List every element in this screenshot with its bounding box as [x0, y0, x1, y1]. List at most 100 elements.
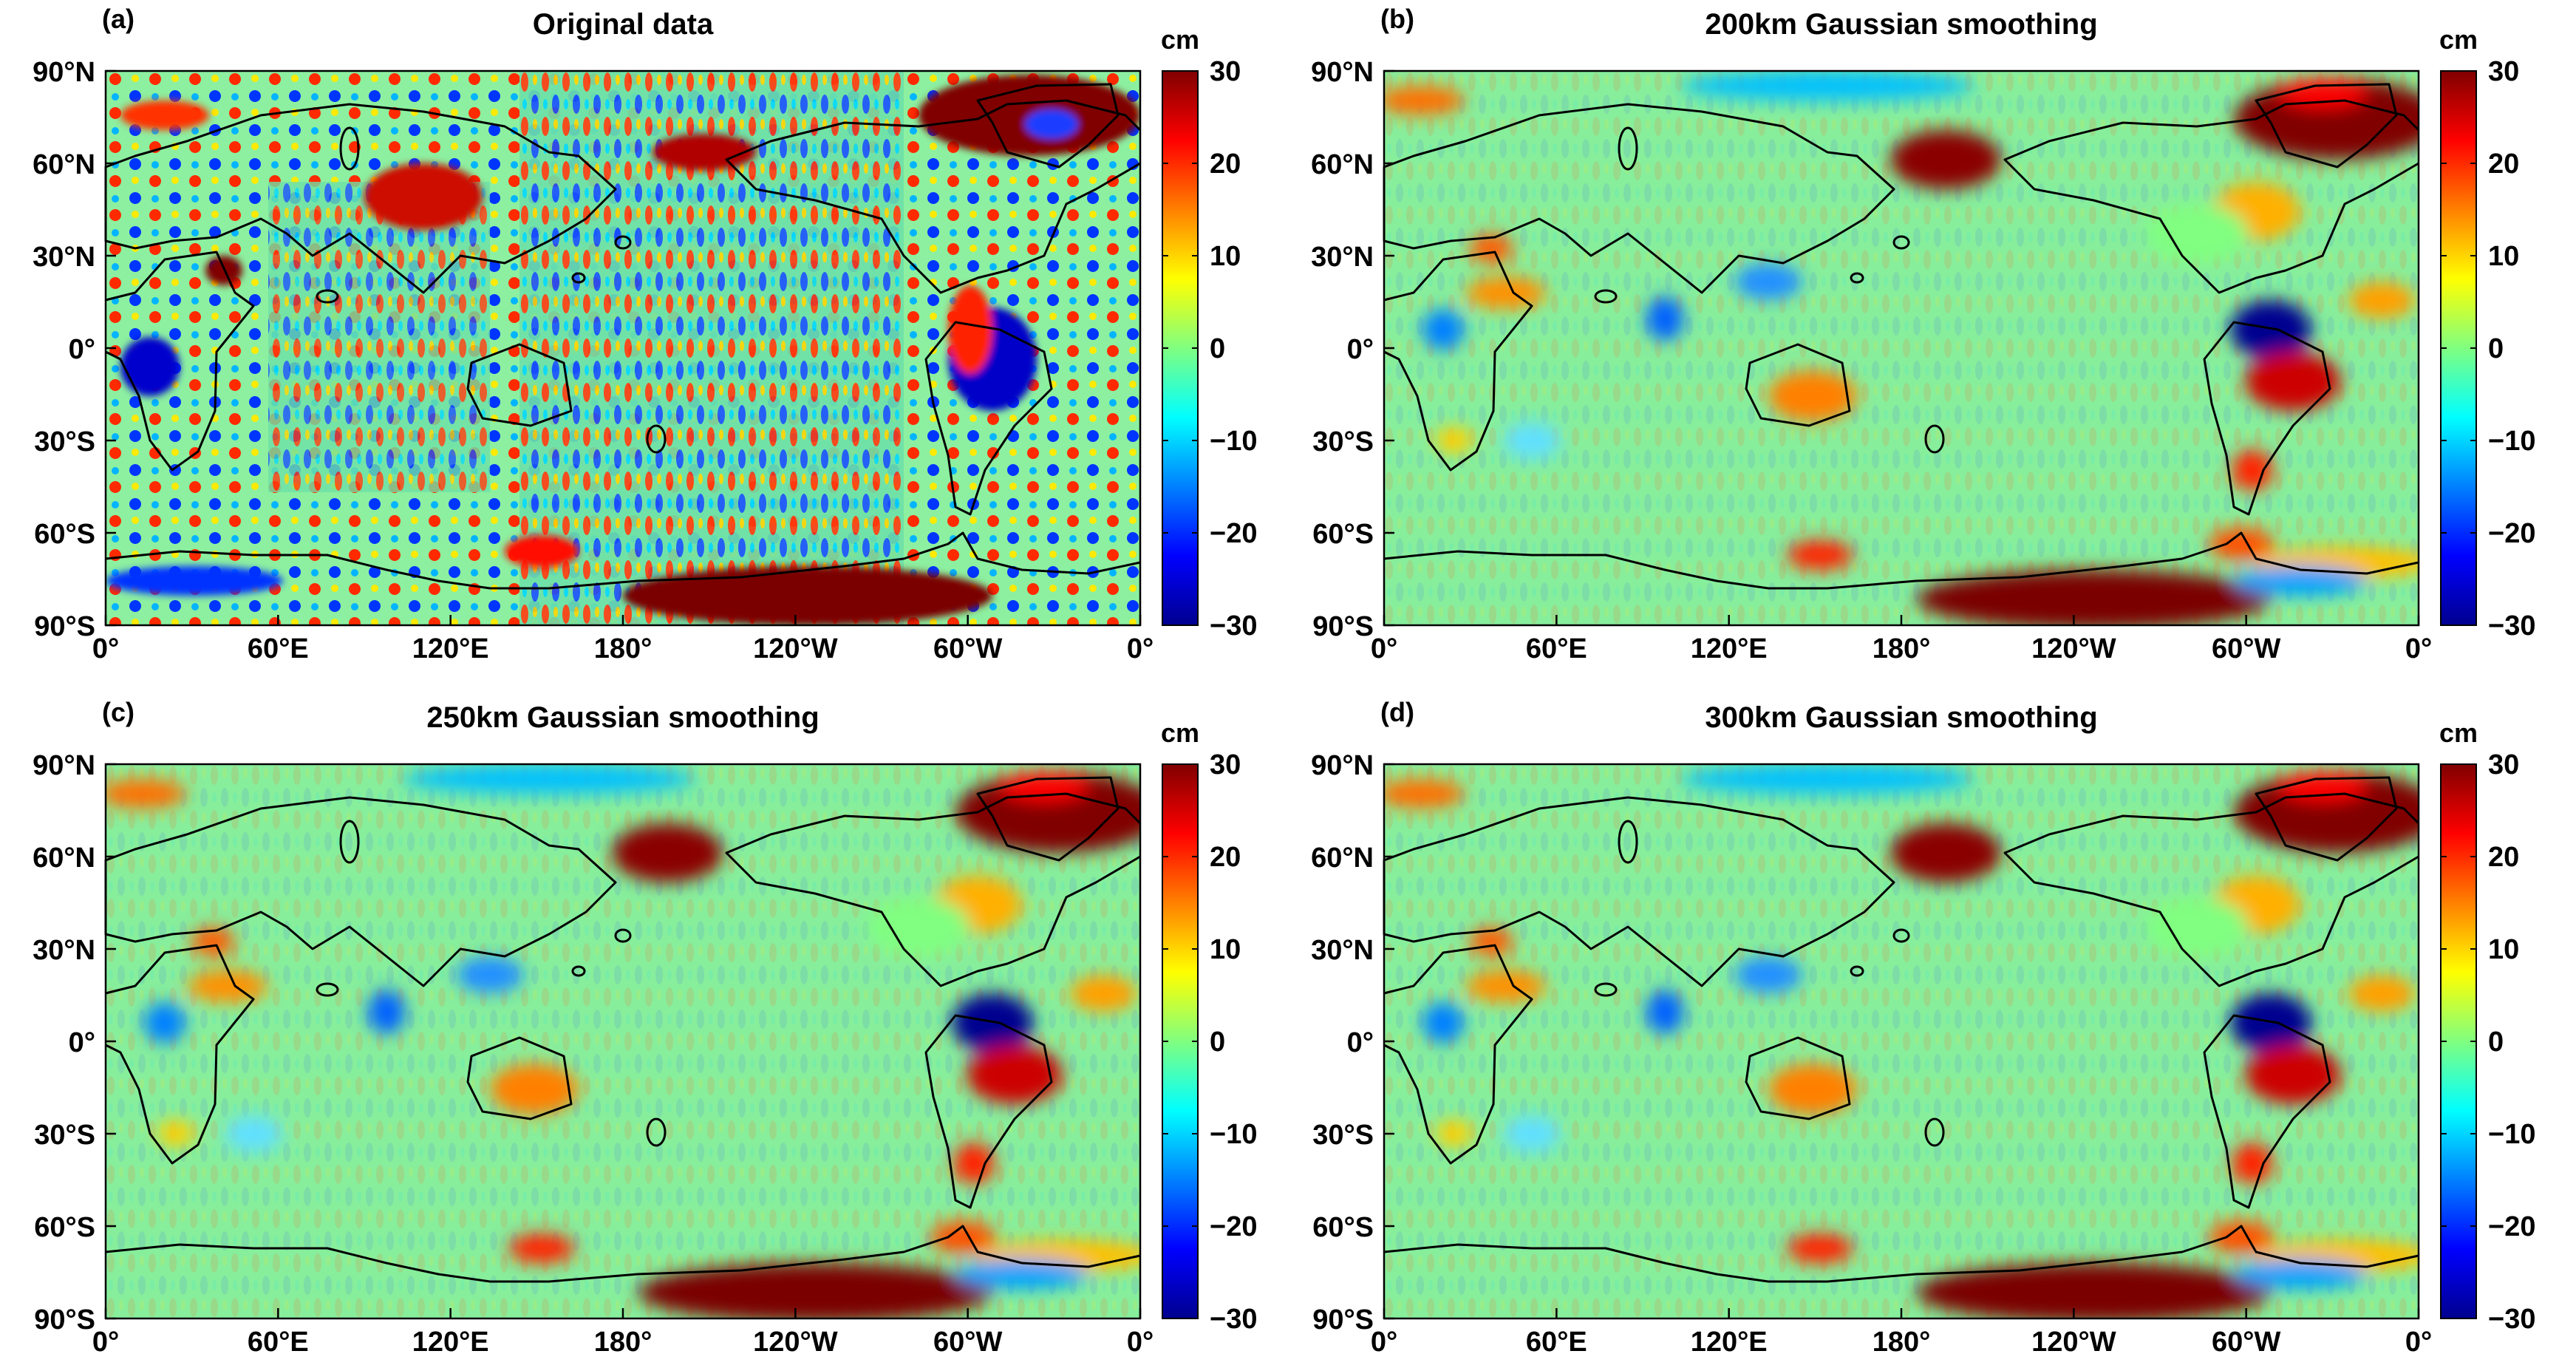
lat-tick-label: 30°N — [1311, 242, 1374, 273]
colorbar-tick-label: 20 — [1210, 842, 1241, 873]
lat-tick-label: 30°S — [1312, 426, 1374, 457]
lat-tick-label: 90°N — [1311, 57, 1374, 88]
lat-tick-label: 30°S — [1312, 1120, 1374, 1151]
colorbar-tick-label: 10 — [1210, 241, 1241, 272]
lon-tick-label: 60°W — [933, 633, 1002, 664]
colorbar-tick-label: 30 — [2488, 56, 2519, 87]
lat-tick-label: 60°S — [1312, 519, 1374, 550]
lon-tick-label: 120°W — [753, 1327, 838, 1358]
lat-tick-label: 90°N — [33, 57, 95, 88]
colorbar-tick-label: −20 — [2488, 1211, 2535, 1242]
panel-title: 250km Gaussian smoothing — [426, 701, 819, 734]
colorbar-tick-label: 0 — [2488, 333, 2504, 364]
lat-tick-label: 30°N — [1311, 935, 1374, 966]
colorbar-tick-label: −20 — [1210, 518, 1257, 549]
lon-tick-label: 0° — [2405, 633, 2432, 664]
colorbar-unit: cm — [2439, 24, 2478, 55]
lon-tick-label: 0° — [1127, 633, 1154, 664]
lat-tick-label: 60°S — [34, 1212, 95, 1243]
lon-tick-label: 120°E — [412, 633, 489, 664]
map-panel-d: (d) 300km Gaussian smoothing 90°N 60°N 30°N 0… — [1311, 697, 2535, 1358]
anomaly-field — [1384, 71, 2419, 625]
lat-tick-label: 90°S — [1312, 1304, 1374, 1335]
colorbar-tick-label: 10 — [1210, 934, 1241, 965]
lon-tick-label: 60°E — [248, 1327, 309, 1358]
lon-tick-label: 60°E — [1526, 1327, 1587, 1358]
colorbar-unit: cm — [1161, 24, 1199, 55]
colorbar: cm 30 20 10 0 −10 −20 −30 — [2439, 24, 2535, 642]
lon-tick-label: 60°W — [2212, 1327, 2280, 1358]
lon-tick-label: 60°W — [2212, 633, 2280, 664]
colorbar-tick-label: −30 — [1210, 1304, 1257, 1335]
lat-tick-label: 60°S — [1312, 1212, 1374, 1243]
lon-tick-label: 60°E — [1526, 633, 1587, 664]
lat-tick-label: 0° — [69, 334, 95, 365]
coastlines — [104, 83, 1142, 590]
lon-tick-label: 60°E — [248, 633, 309, 664]
lon-tick-label: 120°E — [1691, 633, 1768, 664]
lat-tick-label: 60°N — [1311, 843, 1374, 874]
lat-tick-label: 60°S — [34, 519, 95, 550]
lat-tick-label: 0° — [1347, 334, 1374, 365]
lon-tick-label: 180° — [594, 633, 652, 664]
lat-tick-label: 0° — [69, 1027, 95, 1058]
lon-tick-label: 180° — [1873, 1327, 1931, 1358]
coastlines — [1383, 776, 2420, 1283]
anomaly-field — [1384, 764, 2419, 1318]
lon-tick-label: 0° — [1127, 1327, 1154, 1358]
colorbar-tick-label: 20 — [2488, 149, 2519, 180]
colorbar-tick-label: −30 — [2488, 610, 2535, 642]
lon-tick-label: 180° — [1873, 633, 1931, 664]
lat-tick-label: 60°N — [33, 843, 95, 874]
colorbar-tick-label: −20 — [1210, 1211, 1257, 1242]
lat-tick-label: 30°S — [34, 1120, 95, 1151]
panel-title: Original data — [533, 8, 714, 41]
lon-tick-label: 0° — [2405, 1327, 2432, 1358]
panel-tag: (d) — [1380, 697, 1414, 727]
colorbar-tick-label: 0 — [2488, 1027, 2504, 1058]
lon-tick-label: 180° — [594, 1327, 652, 1358]
colorbar-tick-label: 0 — [1210, 333, 1225, 364]
lon-tick-label: 0° — [1371, 1327, 1397, 1358]
colorbar-tick-label: 0 — [1210, 1027, 1225, 1058]
panel-tag: (b) — [1380, 4, 1414, 34]
lat-tick-label: 60°N — [1311, 149, 1374, 180]
colorbar-tick-label: 30 — [1210, 56, 1241, 87]
colorbar-tick-label: 20 — [1210, 149, 1241, 180]
lon-tick-label: 120°E — [1691, 1327, 1768, 1358]
colorbar-tick-label: 20 — [2488, 842, 2519, 873]
colorbar-tick-label: −30 — [2488, 1304, 2535, 1335]
lat-tick-label: 90°S — [34, 611, 95, 642]
colorbar: cm 30 20 10 0 −10 −20 −30 — [1161, 24, 1257, 642]
map-panel-c: (c) 250km Gaussian smoothing 90°N 60°N 30°N 0… — [33, 697, 1257, 1358]
colorbar-tick-label: −30 — [1210, 610, 1257, 642]
lat-tick-label: 0° — [1347, 1027, 1374, 1058]
panel-title: 200km Gaussian smoothing — [1705, 8, 2097, 41]
panel-tag: (c) — [102, 697, 134, 727]
coastlines — [1383, 83, 2420, 590]
lon-tick-label: 120°W — [2031, 633, 2116, 664]
lon-tick-label: 120°E — [412, 1327, 489, 1358]
lon-tick-label: 0° — [1371, 633, 1397, 664]
lon-tick-label: 0° — [92, 1327, 119, 1358]
colorbar-tick-label: −10 — [2488, 1119, 2535, 1150]
lat-tick-label: 30°N — [33, 242, 95, 273]
coastlines — [104, 776, 1142, 1283]
lat-tick-label: 90°S — [34, 1304, 95, 1335]
lat-tick-label: 30°N — [33, 935, 95, 966]
colorbar-tick-label: −10 — [1210, 1119, 1257, 1150]
map-panel-a: (a) Original data 90°N 60°N 30°N 0° 30°S 60°S 90… — [33, 4, 1257, 664]
panel-tag: (a) — [102, 4, 134, 34]
colorbar: cm 30 20 10 0 −10 −20 −30 — [2439, 718, 2535, 1335]
panel-title: 300km Gaussian smoothing — [1705, 701, 2097, 734]
colorbar-tick-label: −10 — [1210, 426, 1257, 457]
lat-tick-label: 30°S — [34, 426, 95, 457]
colorbar-tick-label: 10 — [2488, 934, 2519, 965]
colorbar-tick-label: −20 — [2488, 518, 2535, 549]
lat-tick-label: 90°S — [1312, 611, 1374, 642]
lon-tick-label: 60°W — [933, 1327, 1002, 1358]
panels-layer: (a) Original data 90°N 60°N 30°N 0° 30°S 60°S 90… — [33, 4, 2535, 1358]
colorbar-tick-label: 30 — [1210, 749, 1241, 780]
anomaly-field — [106, 71, 1140, 625]
